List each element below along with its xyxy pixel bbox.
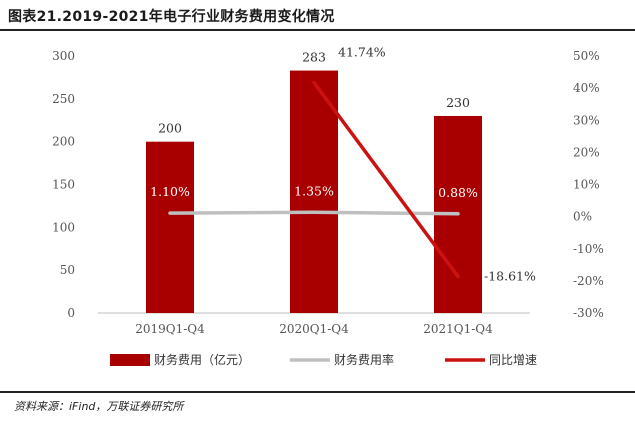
y-left-tick-label: 200	[52, 135, 75, 149]
y-right-tick-label: 10%	[573, 178, 600, 192]
ratio-line	[168, 210, 460, 216]
growth-value-label: -18.61%	[484, 268, 536, 283]
y-left-tick-label: 100	[52, 220, 75, 234]
legend-label: 财务费用率	[334, 352, 394, 367]
x-tick-label: 2019Q1-Q4	[135, 322, 205, 336]
bar	[290, 70, 338, 314]
y-left-tick-label: 250	[52, 92, 75, 106]
y-right-tick-label: -20%	[573, 274, 604, 288]
y-right-tick-label: 20%	[573, 145, 600, 159]
y-right-tick-label: -10%	[573, 242, 604, 256]
y-right-tick-label: 50%	[573, 49, 600, 63]
y-right-tick-label: 30%	[573, 113, 600, 127]
x-tick-label: 2021Q1-Q4	[423, 322, 493, 336]
y-left-tick-label: 300	[52, 49, 75, 63]
bar-value-label: 200	[158, 121, 182, 136]
y-left-tick-label: 150	[52, 178, 75, 192]
bar	[146, 141, 194, 313]
legend-swatch	[110, 354, 150, 366]
growth-line	[312, 80, 460, 279]
y-right-tick-label: -30%	[573, 306, 604, 320]
y-right-tick-label: 0%	[573, 210, 592, 224]
bar-value-label: 230	[446, 95, 470, 110]
legend-label: 财务费用（亿元）	[154, 352, 250, 367]
x-tick-label: 2020Q1-Q4	[279, 322, 349, 336]
title-bar: 图表21.2019-2021年电子行业财务费用变化情况	[0, 0, 635, 31]
legend-label: 同比增速	[489, 353, 537, 367]
growth-value-label: 41.74%	[338, 45, 386, 60]
ratio-value-label: 1.35%	[294, 183, 334, 198]
ratio-value-label: 1.10%	[150, 184, 190, 199]
chart-title: 图表21.2019-2021年电子行业财务费用变化情况	[8, 9, 335, 25]
title-divider	[0, 29, 635, 31]
y-right-tick-label: 40%	[573, 81, 600, 95]
y-left-tick-label: 50	[60, 263, 75, 277]
footer-divider	[0, 391, 635, 393]
y-left-tick-label: 0	[67, 306, 75, 320]
source-note: 资料来源：iFind，万联证券研究所	[14, 400, 184, 413]
bar-value-label: 283	[302, 50, 326, 65]
chart-area: 0 50 100 150 200 250 300 -30% -20% -10% 0% 10% 20% 30…	[52, 45, 604, 367]
ratio-value-label: 0.88%	[438, 185, 478, 200]
